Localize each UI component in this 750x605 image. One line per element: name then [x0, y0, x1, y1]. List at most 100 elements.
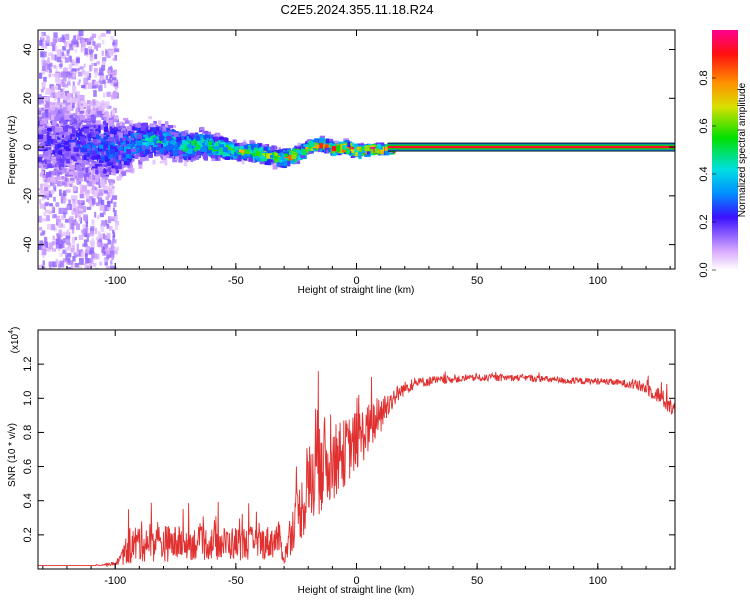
- heatmap-cell: [236, 142, 240, 147]
- heatmap-cell: [63, 199, 66, 203]
- heatmap-cell: [59, 260, 65, 268]
- heatmap-cell: [101, 65, 106, 71]
- heatmap-cell: [206, 137, 209, 141]
- heatmap-cell: [52, 235, 55, 241]
- heatmap-cell: [62, 243, 65, 249]
- heatmap-cell: [48, 242, 54, 250]
- heatmap-cell: [126, 160, 130, 166]
- heatmap-cell: [100, 115, 106, 118]
- heatmap-cell: [51, 180, 55, 186]
- heatmap-cell: [112, 91, 118, 96]
- heatmap-cell: [121, 122, 125, 128]
- heatmap-cell: [85, 258, 89, 264]
- heatmap-cell: [84, 71, 90, 78]
- heatmap-cell: [162, 155, 167, 160]
- heatmap-cell: [113, 215, 118, 223]
- heatmap-cell: [172, 146, 177, 152]
- heatmap-cell: [329, 145, 333, 149]
- heatmap-cell: [38, 107, 42, 113]
- heatmap-cell: [98, 189, 104, 196]
- heatmap-cell: [86, 179, 90, 184]
- heatmap-cell: [56, 56, 62, 63]
- heatmap-cell: [38, 244, 43, 250]
- heatmap-cell: [60, 95, 66, 99]
- heatmap-cell: [48, 52, 53, 57]
- heatmap-cell: [59, 158, 65, 164]
- heatmap-cell: [124, 139, 128, 143]
- heatmap-cell: [43, 141, 49, 147]
- heatmap-cell: [70, 69, 73, 77]
- heatmap-cell: [96, 61, 100, 65]
- heatmap-cell: [84, 243, 88, 248]
- heatmap-cell: [71, 136, 75, 140]
- heatmap-cell: [54, 164, 60, 171]
- heatmap-cell: [93, 149, 100, 154]
- heatmap-cell: [89, 65, 93, 71]
- heatmap-cell: [93, 100, 98, 106]
- heatmap-cell: [122, 170, 127, 176]
- heatmap-cell: [172, 157, 178, 163]
- heatmap-cell: [163, 140, 169, 146]
- heatmap-cell: [199, 143, 203, 149]
- heatmap-cell: [38, 192, 44, 196]
- heatmap-cell: [70, 118, 74, 123]
- heatmap-cell: [98, 171, 104, 175]
- heatmap-cell: [75, 101, 78, 108]
- heatmap-cell: [279, 157, 282, 163]
- heatmap-cell: [91, 237, 94, 244]
- heatmap-cell: [40, 170, 44, 175]
- heatmap-cell: [57, 175, 60, 181]
- heatmap-cell: [179, 144, 185, 150]
- heatmap-cell: [101, 141, 107, 146]
- heatmap-cell: [207, 131, 212, 138]
- heatmap-cell: [159, 132, 163, 137]
- heatmap-cell: [111, 185, 115, 189]
- heatmap-cell: [221, 149, 225, 155]
- heatmap-cell: [86, 38, 91, 45]
- heatmap-cell: [259, 159, 265, 165]
- heatmap-cell: [114, 170, 119, 174]
- heatmap-cell: [102, 120, 107, 126]
- heatmap-cell: [238, 142, 244, 148]
- heatmap-cell: [51, 248, 57, 252]
- heatmap-cell: [101, 220, 106, 227]
- heatmap-cell: [106, 223, 110, 229]
- heatmap-cell: [96, 113, 102, 118]
- heatmap-cell: [57, 106, 60, 111]
- heatmap-cell: [95, 173, 101, 179]
- heatmap-cell: [149, 136, 153, 142]
- heatmap-cell: [94, 227, 98, 235]
- heatmap-cell: [57, 94, 63, 99]
- heatmap-cell: [67, 162, 72, 167]
- heatmap-cell: [244, 150, 251, 155]
- heatmap-cell: [103, 92, 106, 98]
- heatmap-cell: [59, 65, 62, 69]
- heatmap-cell: [60, 147, 66, 151]
- heatmap-cell: [47, 210, 53, 214]
- heatmap-cell: [239, 149, 242, 153]
- heatmap-cell: [52, 261, 57, 268]
- heatmap-cell: [72, 119, 77, 125]
- heatmap-cell: [87, 174, 91, 180]
- heatmap-cell: [85, 233, 90, 238]
- heatmap-cell: [103, 132, 108, 136]
- heatmap-cell: [44, 179, 48, 183]
- heatmap-cell: [90, 163, 95, 167]
- heatmap-cell: [66, 128, 72, 133]
- heatmap-cell: [109, 134, 114, 138]
- heatmap-cell: [257, 157, 261, 162]
- heatmap-cell: [130, 155, 136, 159]
- heatmap-cell: [87, 75, 91, 81]
- heatmap-cell: [85, 161, 90, 165]
- heatmap-cell: [139, 156, 145, 162]
- heatmap-cell: [96, 110, 103, 115]
- heatmap-cell: [98, 79, 104, 83]
- heatmap-cell: [108, 216, 112, 224]
- heatmap-cell: [103, 210, 106, 215]
- heatmap-cell: [218, 139, 225, 144]
- heatmap-cell: [66, 252, 72, 258]
- heatmap-cell: [74, 49, 77, 53]
- heatmap-cell: [108, 49, 114, 57]
- heatmap-cell: [112, 239, 117, 244]
- heatmap-cell: [98, 35, 102, 40]
